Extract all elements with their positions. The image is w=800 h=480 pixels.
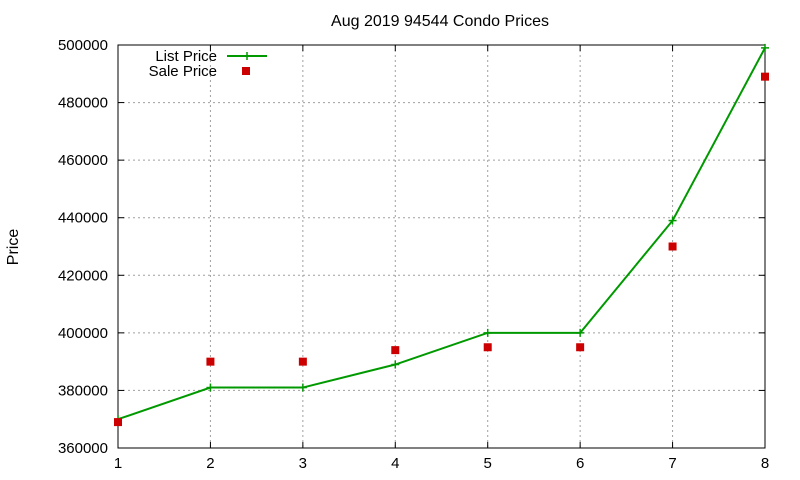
list-price-point: [206, 383, 215, 392]
sale-price-point: [483, 343, 492, 352]
y-ticks: 360000 380000 400000 420000 440000 460000 4800…: [58, 37, 765, 457]
y-tick-label: 480000: [58, 95, 108, 112]
sale-price-point: [576, 343, 585, 352]
legend-sale-price-swatch: [242, 67, 250, 75]
sale-price-point: [391, 346, 400, 355]
list-price-point: [576, 328, 585, 337]
x-tick-label: 5: [484, 455, 492, 472]
x-tick-label: 2: [206, 455, 214, 472]
y-tick-label: 380000: [58, 382, 108, 399]
list-price-point: [391, 360, 400, 369]
y-tick-label: 400000: [58, 325, 108, 342]
sale-price-point: [298, 357, 307, 366]
list-price-point: [761, 43, 769, 52]
series-layer: [114, 43, 769, 427]
y-tick-label: 420000: [58, 267, 108, 284]
legend-sale-price-label: Sale Price: [149, 63, 217, 80]
x-tick-label: 1: [114, 455, 122, 472]
sale-price-point: [206, 357, 215, 366]
x-tick-label: 3: [299, 455, 307, 472]
legend-list-price-swatch: [227, 52, 267, 60]
plot-frame: [117, 44, 766, 449]
x-tick-label: 8: [761, 455, 769, 472]
list-price-point: [298, 383, 307, 392]
x-tick-label: 6: [576, 455, 584, 472]
legend-list-price-label: List Price: [155, 48, 217, 65]
list-price-point: [668, 216, 677, 225]
list-price-line: [117, 47, 766, 421]
y-tick-label: 440000: [58, 210, 108, 227]
sale-price-point: [668, 242, 677, 251]
x-ticks: 1 2 3 4 5 6 7 8: [114, 45, 769, 472]
x-tick-label: 4: [391, 455, 399, 472]
x-tick-label: 7: [668, 455, 676, 472]
y-tick-label: 500000: [58, 37, 108, 54]
sale-price-point: [114, 418, 122, 427]
list-price-point: [483, 328, 492, 337]
y-axis-label: Price: [5, 229, 22, 266]
sale-price-point: [761, 72, 769, 81]
y-tick-label: 460000: [58, 152, 108, 169]
chart-title: Aug 2019 94544 Condo Prices: [331, 13, 549, 30]
y-tick-label: 360000: [58, 440, 108, 457]
